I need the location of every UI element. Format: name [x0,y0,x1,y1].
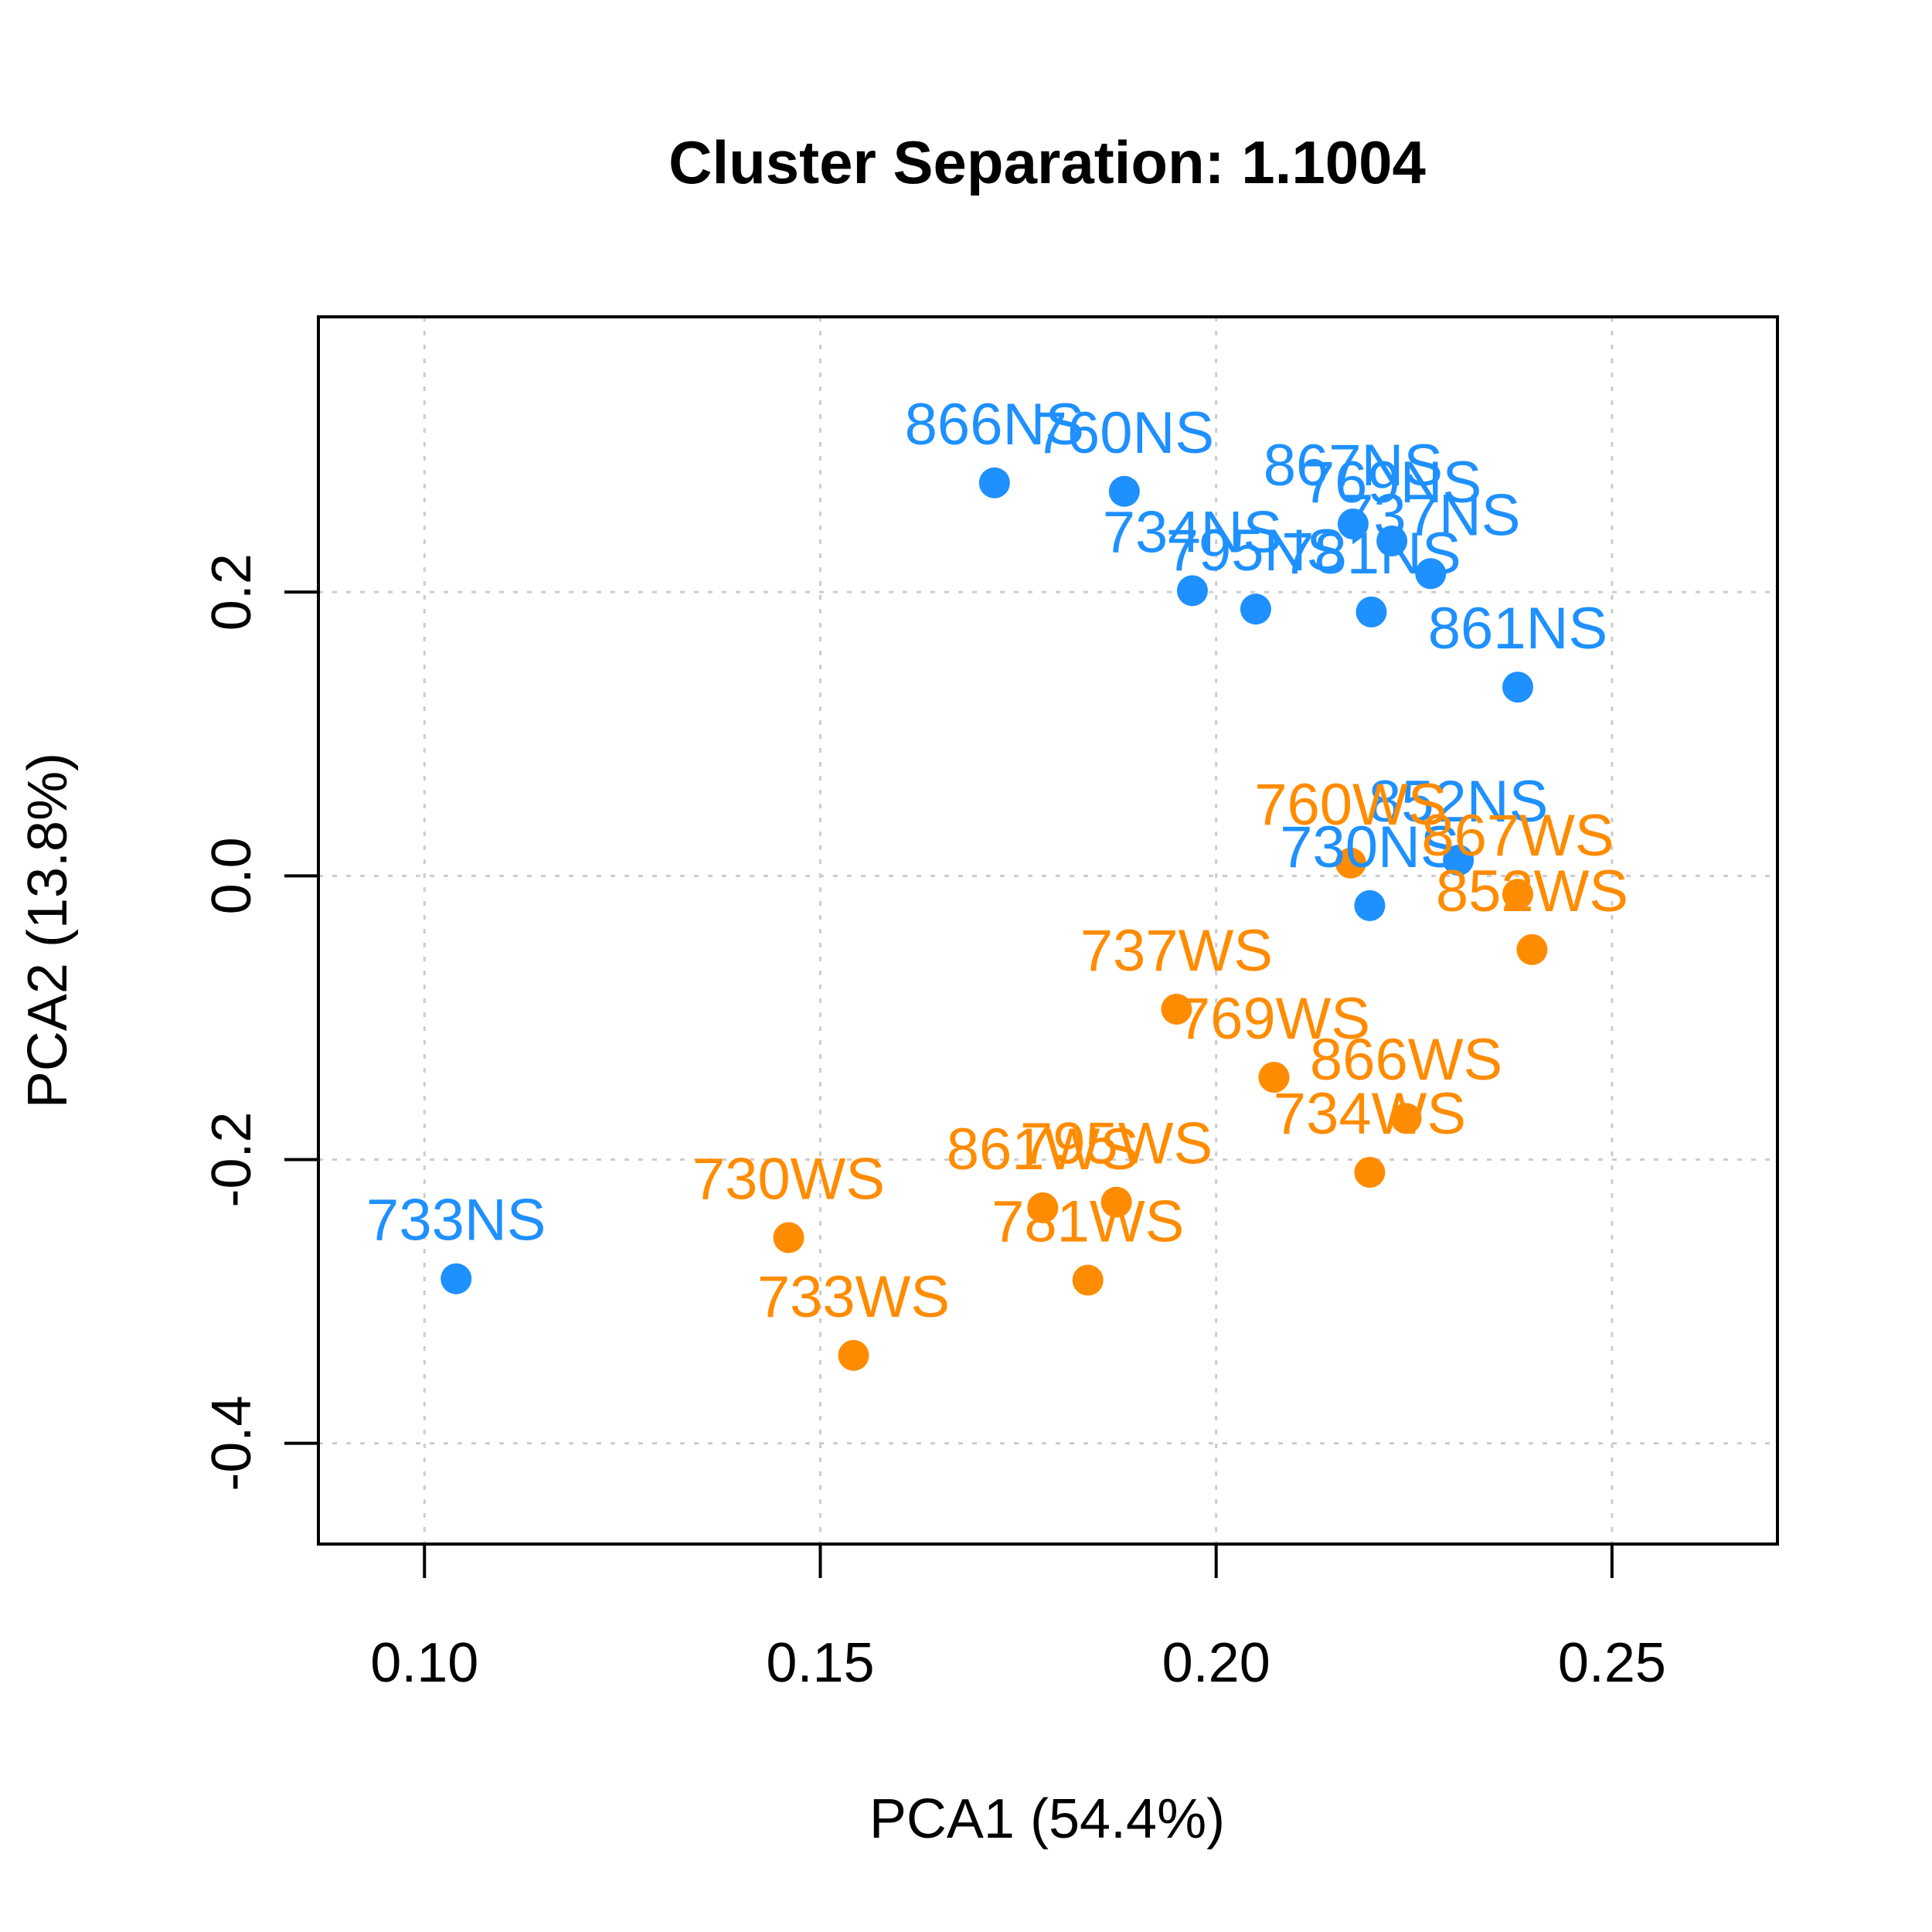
data-point-852NS [1443,845,1475,876]
point-label-852NS: 852NS [1369,769,1548,835]
data-point-734WS [1354,1157,1386,1189]
x-tick-label: 0.25 [1558,1632,1666,1694]
point-label-730WS: 730WS [692,1146,885,1212]
point-label-734WS: 734WS [1274,1081,1466,1147]
chart-title: Cluster Separation: 1.1004 [668,128,1426,196]
data-point-781WS [1072,1264,1104,1296]
point-label-733WS: 733WS [757,1264,950,1330]
point-label-795WS: 795WS [1020,1111,1213,1177]
point-label-867NS: 867NS [1264,433,1443,498]
point-label-781WS: 781WS [992,1189,1184,1255]
data-point-769WS [1258,1062,1290,1094]
y-axis-title: PCA2 (13.8%) [17,753,79,1108]
x-axis: 0.10 0.15 0.20 0.25 [370,1543,1666,1694]
grid-lines [318,317,1777,1544]
point-label-781NS: 781NS [1281,521,1461,587]
point-label-737WS: 737WS [1080,918,1273,984]
point-label-760NS: 760NS [1035,400,1214,466]
y-tick-label: 0.0 [201,837,263,914]
y-tick-label: -0.4 [201,1396,263,1492]
x-axis-title: PCA1 (54.4%) [869,1788,1225,1850]
data-point-867WS [1502,879,1533,910]
point-label-861NS: 861NS [1428,596,1607,662]
x-tick-label: 0.20 [1162,1632,1270,1694]
data-point-781NS [1355,596,1387,628]
data-point-760WS [1335,847,1366,879]
data-point-733NS [440,1263,472,1294]
point-label-866WS: 866WS [1310,1027,1502,1093]
data-point-867NS [1337,509,1369,540]
data-point-861WS [1027,1192,1059,1223]
point-label-734NS: 734NS [1103,499,1282,565]
point-label-733NS: 733NS [366,1188,546,1253]
y-axis: -0.4 -0.2 0.0 0.2 [201,553,320,1492]
point-label-769WS: 769WS [1178,986,1370,1052]
data-point-734NS [1176,575,1208,607]
point-label-861WS: 861WS [947,1117,1139,1182]
data-points [440,467,1548,1371]
data-point-852WS [1516,934,1548,965]
plot-frame [317,315,1779,1546]
data-point-795NS [1240,594,1271,625]
data-point-760NS [1108,475,1140,507]
data-point-861NS [1502,672,1533,703]
data-point-769NS [1376,526,1408,557]
y-tick-label: -0.2 [201,1111,263,1207]
point-label-852WS: 852WS [1436,859,1628,924]
point-label-769NS: 769NS [1302,450,1481,515]
data-point-795WS [1100,1186,1132,1218]
point-label-730NS: 730NS [1280,815,1459,880]
point-label-795NS: 795NS [1166,518,1345,583]
data-point-730WS [773,1222,804,1253]
point-label-867WS: 867WS [1421,803,1614,869]
data-point-737WS [1161,993,1192,1025]
point-label-866NS: 866NS [905,392,1084,457]
data-point-733WS [838,1339,869,1371]
x-tick-label: 0.15 [766,1632,874,1694]
point-label-760WS: 760WS [1254,772,1447,838]
data-point-737NS [1415,558,1447,590]
point-label-737NS: 737NS [1341,482,1520,548]
data-point-730NS [1354,889,1386,921]
y-tick-label: 0.2 [201,553,263,631]
data-point-866WS [1390,1103,1422,1134]
data-point-866NS [978,467,1010,498]
x-tick-label: 0.10 [370,1632,478,1694]
